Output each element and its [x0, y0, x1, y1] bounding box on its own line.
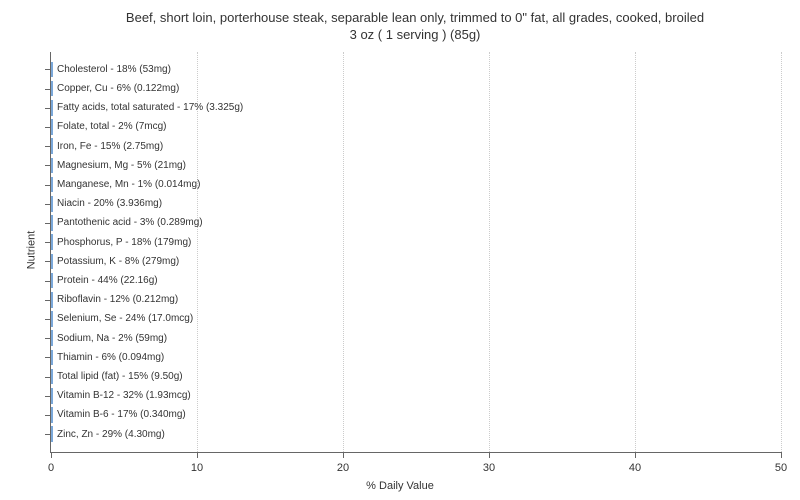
bar-row: Pantothenic acid - 3% (0.289mg) — [51, 215, 203, 231]
x-tick — [51, 452, 52, 458]
bar-row: Manganese, Mn - 1% (0.014mg) — [51, 177, 200, 193]
x-tick-label: 50 — [775, 462, 787, 474]
bar-label: Protein - 44% (22.16g) — [57, 275, 158, 286]
bar-row: Total lipid (fat) - 15% (9.50g) — [51, 369, 183, 385]
bar-row: Riboflavin - 12% (0.212mg) — [51, 292, 178, 308]
bar-row: Zinc, Zn - 29% (4.30mg) — [51, 426, 165, 442]
bar-row: Phosphorus, P - 18% (179mg) — [51, 234, 191, 250]
gridline — [489, 52, 490, 452]
x-axis-label: % Daily Value — [366, 480, 434, 492]
bar-label: Total lipid (fat) - 15% (9.50g) — [57, 371, 183, 382]
nutrient-bar — [51, 388, 53, 404]
bar-row: Niacin - 20% (3.936mg) — [51, 196, 162, 212]
bar-label: Niacin - 20% (3.936mg) — [57, 198, 162, 209]
nutrient-bar — [51, 254, 53, 270]
x-tick-label: 30 — [483, 462, 495, 474]
bar-label: Riboflavin - 12% (0.212mg) — [57, 294, 178, 305]
nutrient-bar — [51, 350, 53, 366]
bar-row: Fatty acids, total saturated - 17% (3.32… — [51, 100, 243, 116]
bar-label: Potassium, K - 8% (279mg) — [57, 256, 179, 267]
x-tick-label: 10 — [191, 462, 203, 474]
nutrient-bar — [51, 138, 53, 154]
nutrient-bar — [51, 62, 53, 78]
nutrient-bar — [51, 119, 53, 135]
bar-row: Protein - 44% (22.16g) — [51, 273, 158, 289]
bar-row: Iron, Fe - 15% (2.75mg) — [51, 138, 163, 154]
nutrient-bar — [51, 407, 53, 423]
nutrient-bar — [51, 426, 53, 442]
bar-row: Selenium, Se - 24% (17.0mcg) — [51, 311, 193, 327]
nutrient-bar — [51, 311, 53, 327]
gridline — [781, 52, 782, 452]
x-tick-label: 20 — [337, 462, 349, 474]
x-tick-label: 0 — [48, 462, 54, 474]
nutrient-chart: Beef, short loin, porterhouse steak, sep… — [0, 0, 800, 500]
bar-row: Potassium, K - 8% (279mg) — [51, 254, 179, 270]
bar-row: Magnesium, Mg - 5% (21mg) — [51, 158, 186, 174]
nutrient-bar — [51, 196, 53, 212]
bar-row: Sodium, Na - 2% (59mg) — [51, 330, 167, 346]
bar-row: Copper, Cu - 6% (0.122mg) — [51, 81, 179, 97]
bar-label: Magnesium, Mg - 5% (21mg) — [57, 160, 186, 171]
nutrient-bar — [51, 215, 53, 231]
bar-row: Cholesterol - 18% (53mg) — [51, 62, 171, 78]
bar-label: Copper, Cu - 6% (0.122mg) — [57, 83, 179, 94]
x-tick — [343, 452, 344, 458]
bar-label: Thiamin - 6% (0.094mg) — [57, 352, 164, 363]
bar-label: Fatty acids, total saturated - 17% (3.32… — [57, 102, 243, 113]
nutrient-bar — [51, 100, 53, 116]
nutrient-bar — [51, 177, 53, 193]
bar-label: Phosphorus, P - 18% (179mg) — [57, 237, 191, 248]
bar-label: Manganese, Mn - 1% (0.014mg) — [57, 179, 200, 190]
bar-label: Sodium, Na - 2% (59mg) — [57, 333, 167, 344]
bar-label: Cholesterol - 18% (53mg) — [57, 64, 171, 75]
nutrient-bar — [51, 292, 53, 308]
bar-label: Zinc, Zn - 29% (4.30mg) — [57, 429, 165, 440]
bar-row: Vitamin B-6 - 17% (0.340mg) — [51, 407, 186, 423]
x-tick — [197, 452, 198, 458]
bar-label: Pantothenic acid - 3% (0.289mg) — [57, 217, 203, 228]
x-tick — [489, 452, 490, 458]
title-line-2: 3 oz ( 1 serving ) (85g) — [350, 27, 481, 42]
nutrient-bar — [51, 158, 53, 174]
nutrient-bar — [51, 234, 53, 250]
x-tick — [781, 452, 782, 458]
chart-title: Beef, short loin, porterhouse steak, sep… — [50, 10, 780, 44]
x-tick — [635, 452, 636, 458]
nutrient-bar — [51, 273, 53, 289]
bar-label: Folate, total - 2% (7mcg) — [57, 121, 166, 132]
title-line-1: Beef, short loin, porterhouse steak, sep… — [126, 10, 704, 25]
gridline — [343, 52, 344, 452]
bar-row: Vitamin B-12 - 32% (1.93mcg) — [51, 388, 191, 404]
bar-row: Folate, total - 2% (7mcg) — [51, 119, 166, 135]
bar-row: Thiamin - 6% (0.094mg) — [51, 350, 164, 366]
plot-area: 01020304050Cholesterol - 18% (53mg)Coppe… — [50, 52, 781, 453]
bar-label: Selenium, Se - 24% (17.0mcg) — [57, 313, 193, 324]
nutrient-bar — [51, 330, 53, 346]
nutrient-bar — [51, 369, 53, 385]
x-tick-label: 40 — [629, 462, 641, 474]
y-axis-label: Nutrient — [25, 231, 37, 270]
nutrient-bar — [51, 81, 53, 97]
bar-label: Vitamin B-12 - 32% (1.93mcg) — [57, 390, 191, 401]
gridline — [635, 52, 636, 452]
bar-label: Vitamin B-6 - 17% (0.340mg) — [57, 409, 186, 420]
bar-label: Iron, Fe - 15% (2.75mg) — [57, 141, 163, 152]
